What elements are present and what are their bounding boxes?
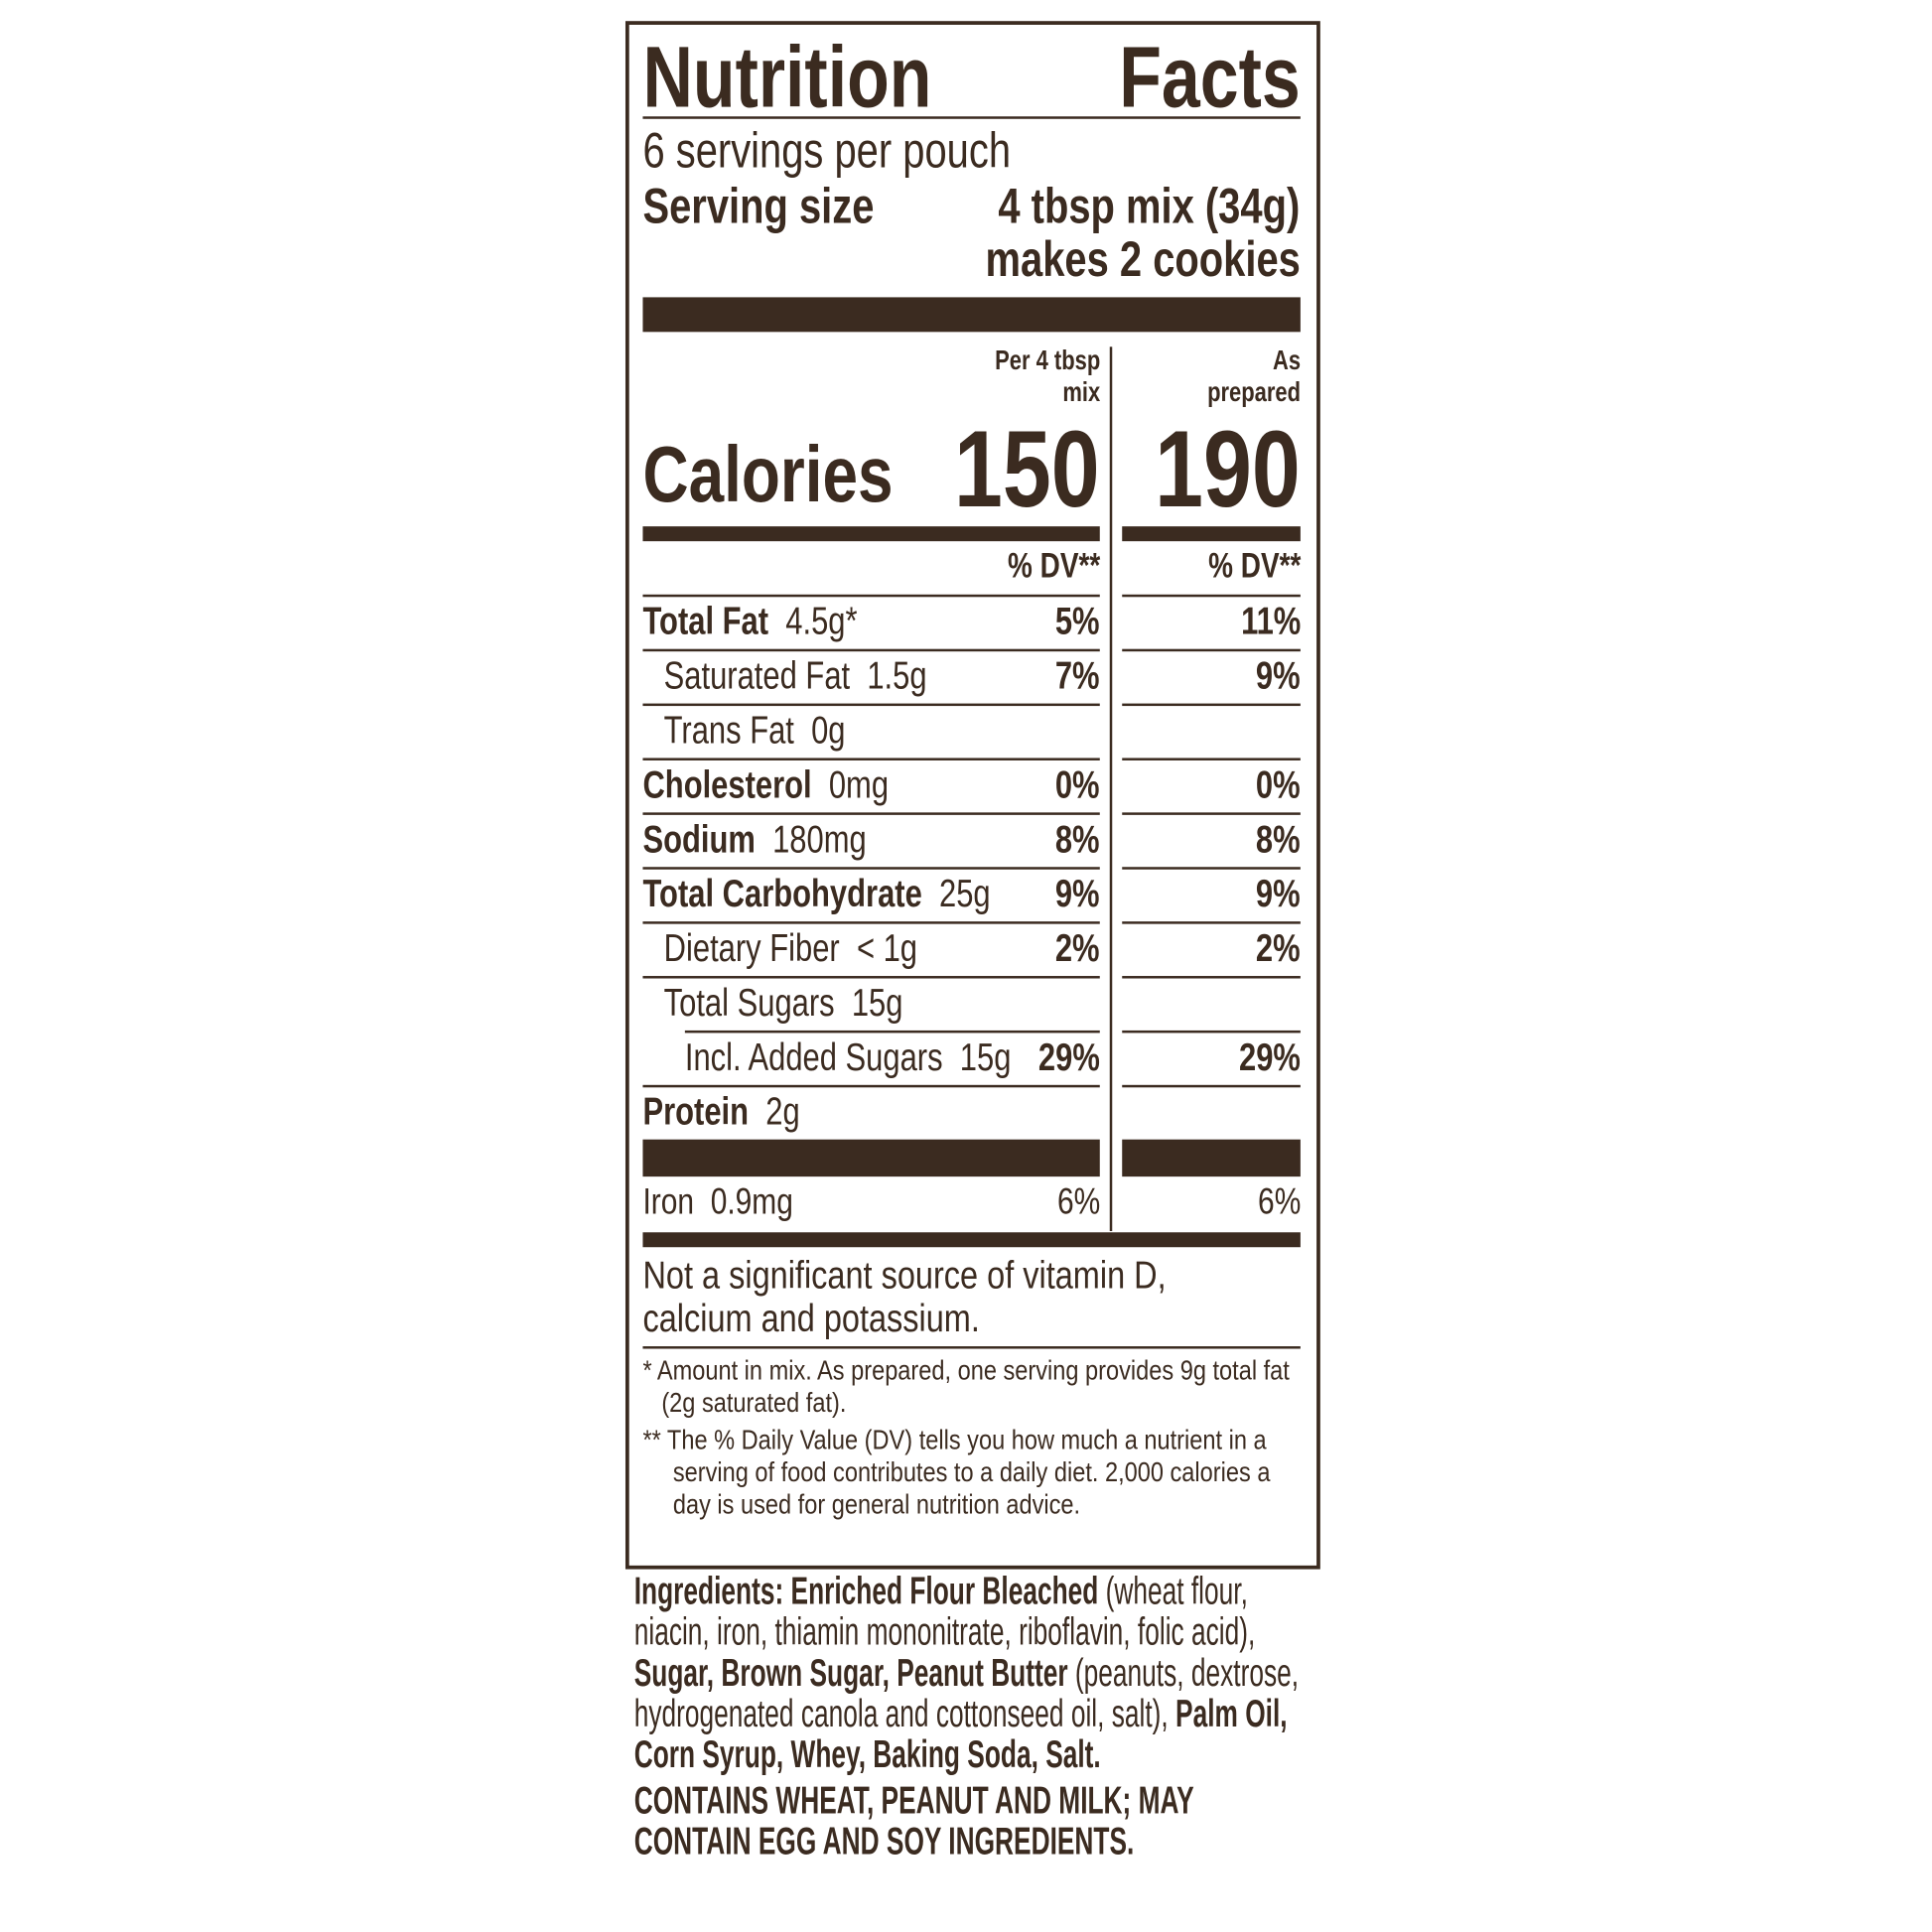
calories-prepared: 190 — [1155, 407, 1301, 530]
iron-row: Iron 0.9mg — [642, 1181, 793, 1223]
row-divider — [642, 812, 1100, 815]
ingredient-text: Sugar, Brown Sugar, Peanut Butter — [633, 1650, 1068, 1695]
row-divider — [642, 648, 1100, 652]
nutrient-dv: 2% — [1055, 926, 1100, 970]
nutrient-row: Total Sugars 15g — [663, 981, 903, 1025]
row-divider — [642, 867, 1100, 870]
row-divider — [1122, 921, 1301, 924]
row-divider — [642, 1084, 1100, 1088]
ingredient-text: (peanuts, dextrose, hydrogenated canola … — [633, 1650, 1300, 1735]
dv-header: % DV** — [1007, 546, 1100, 585]
nutrient-row: Total Fat 4.5g* — [642, 599, 858, 643]
row-divider — [1122, 703, 1301, 707]
row-divider — [642, 921, 1100, 924]
row-divider — [642, 976, 1100, 979]
nutrient-dv: 0% — [1256, 762, 1301, 807]
title-word-1: Nutrition — [642, 28, 932, 125]
ingredients: Ingredients: Enriched Flour Bleached (wh… — [634, 1571, 1309, 1775]
row-divider — [642, 703, 1100, 707]
nutrient-dv: 0% — [1055, 762, 1100, 807]
nutrient-dv: 2% — [1256, 926, 1301, 970]
divider — [642, 1346, 1301, 1349]
nutrient-dv: 9% — [1256, 872, 1301, 915]
thick-bar — [1122, 1139, 1301, 1177]
nutrient-row: Sodium 180mg — [642, 817, 867, 862]
row-divider — [684, 1030, 1100, 1034]
serving-size-value: 4 tbsp mix (34g) — [998, 179, 1301, 234]
thick-bar — [642, 1139, 1100, 1177]
row-divider — [1122, 812, 1301, 815]
title-word-2: Facts — [1119, 28, 1301, 125]
nutrient-row: Dietary Fiber < 1g — [663, 926, 918, 970]
row-divider — [642, 594, 1100, 598]
medium-bar — [642, 1232, 1301, 1248]
col1-header: Per 4 tbsp mix — [994, 344, 1100, 408]
medium-bar — [642, 526, 1100, 542]
ingredients-label: Ingredients: — [633, 1569, 784, 1613]
nutrient-dv: 7% — [1055, 653, 1100, 698]
iron-dv-mix: 6% — [1056, 1181, 1100, 1223]
nutrient-dv: 9% — [1055, 872, 1100, 915]
serving-size-note: makes 2 cookies — [985, 232, 1301, 288]
row-divider — [1122, 976, 1301, 979]
ingredient-text: Palm Oil, Corn Syrup, Whey, Baking Soda,… — [633, 1692, 1288, 1776]
nutrient-row: Protein 2g — [642, 1089, 800, 1134]
nutrient-row: Cholesterol 0mg — [642, 762, 890, 807]
col2-header: As prepared — [1206, 344, 1301, 408]
nutrient-row: Incl. Added Sugars 15g — [684, 1035, 1012, 1079]
row-divider — [642, 758, 1100, 760]
calories-mix: 150 — [954, 407, 1100, 530]
ingredients-block: Ingredients: Enriched Flour Bleached (wh… — [634, 1571, 1309, 1862]
nutrition-facts-panel — [624, 21, 1320, 1570]
ingredient-text: (wheat flour, niacin, iron, thiamin mono… — [633, 1569, 1256, 1654]
servings-per-container: 6 servings per pouch — [642, 123, 1012, 179]
column-divider — [1109, 346, 1113, 1232]
divider — [642, 116, 1301, 119]
footnote-daily-value: ** The % Daily Value (DV) tells you how … — [642, 1424, 1271, 1520]
nutrient-dv: 8% — [1256, 817, 1301, 862]
nutrient-dv: 29% — [1037, 1035, 1100, 1079]
nutrient-dv: 5% — [1055, 599, 1100, 643]
nutrient-dv: 29% — [1238, 1035, 1301, 1079]
nutrient-row: Trans Fat 0g — [663, 708, 846, 753]
allergen-statement: CONTAINS WHEAT, PEANUT AND MILK; MAY CON… — [633, 1778, 1194, 1863]
row-divider — [1122, 1084, 1301, 1088]
row-divider — [1122, 594, 1301, 598]
nutrient-row: Total Carbohydrate 25g — [642, 872, 991, 915]
footnote-amount: * Amount in mix. As prepared, one servin… — [642, 1354, 1290, 1419]
row-divider — [1122, 867, 1301, 870]
ingredient-text: Enriched Flour Bleached — [790, 1569, 1099, 1613]
row-divider — [1122, 1030, 1301, 1034]
nutrient-row: Saturated Fat 1.5g — [663, 653, 927, 698]
nutrient-dv: 8% — [1055, 817, 1100, 862]
iron-dv-prepared: 6% — [1257, 1181, 1301, 1223]
row-divider — [1122, 648, 1301, 652]
nutrient-dv: 9% — [1256, 653, 1301, 698]
medium-bar — [1122, 526, 1301, 542]
calories-label: Calories — [642, 429, 894, 519]
nutrient-dv: 11% — [1240, 599, 1301, 643]
thick-bar — [642, 297, 1301, 333]
row-divider — [1122, 758, 1301, 760]
serving-size-label: Serving size — [642, 179, 875, 234]
dv-header: % DV** — [1207, 546, 1301, 585]
not-significant-note: Not a significant source of vitamin D, ca… — [642, 1253, 1167, 1340]
